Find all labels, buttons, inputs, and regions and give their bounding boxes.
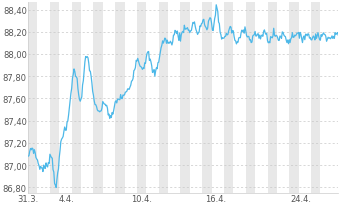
- Bar: [311, 3, 320, 193]
- Bar: [224, 3, 233, 193]
- Bar: [159, 3, 168, 193]
- Bar: [115, 3, 124, 193]
- Bar: [180, 3, 190, 193]
- Bar: [93, 3, 103, 193]
- Bar: [50, 3, 59, 193]
- Bar: [28, 3, 38, 193]
- Bar: [137, 3, 146, 193]
- Bar: [267, 3, 277, 193]
- Bar: [202, 3, 211, 193]
- Bar: [289, 3, 299, 193]
- Bar: [72, 3, 81, 193]
- Bar: [246, 3, 255, 193]
